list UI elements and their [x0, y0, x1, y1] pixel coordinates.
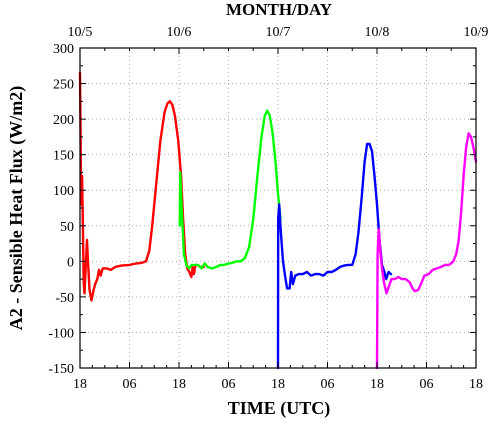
x-tick-label: 18: [469, 377, 483, 392]
x-top-tick-label: 10/6: [167, 25, 192, 40]
y-tick-label: 200: [53, 113, 74, 128]
x-tick-label: 06: [420, 377, 434, 392]
y-tick-label: 250: [53, 78, 74, 93]
series-line-2: [178, 109, 282, 270]
x-tick-label: 18: [73, 377, 87, 392]
y-tick-label: 150: [53, 149, 74, 164]
top-axis-title: MONTH/DAY: [226, 0, 332, 19]
y-tick-label: 50: [60, 220, 74, 235]
y-axis-title: A2 - Sensible Heat Flux (W/m2): [6, 86, 27, 331]
y-tick-label: 0: [67, 255, 74, 270]
x-top-tick-label: 10/9: [464, 25, 489, 40]
x-top-tick-label: 10/5: [68, 25, 93, 40]
axis-ticks: [79, 47, 477, 369]
x-top-tick-label: 10/7: [266, 25, 291, 40]
x-tick-label: 06: [222, 377, 236, 392]
y-tick-label: 300: [53, 42, 74, 57]
y-tick-label: -150: [48, 362, 74, 377]
tick-labels: -150 -100 -50 0 50 100 150 200 250 300 18 06 18 06 18 0…: [48, 25, 488, 392]
series-line-1: [78, 71, 205, 302]
series-line-3: [276, 142, 393, 370]
x-top-tick-label: 10/8: [365, 25, 390, 40]
y-tick-label: 100: [53, 184, 74, 199]
x-tick-label: 06: [123, 377, 137, 392]
x-tick-label: 18: [172, 377, 186, 392]
series-group: [78, 71, 478, 370]
x-tick-label: 06: [321, 377, 335, 392]
y-tick-label: -50: [55, 291, 74, 306]
y-tick-label: -100: [48, 326, 74, 341]
x-axis-title: TIME (UTC): [228, 398, 331, 419]
series-line-4: [375, 132, 478, 370]
x-tick-label: 18: [370, 377, 384, 392]
x-tick-label: 18: [271, 377, 285, 392]
